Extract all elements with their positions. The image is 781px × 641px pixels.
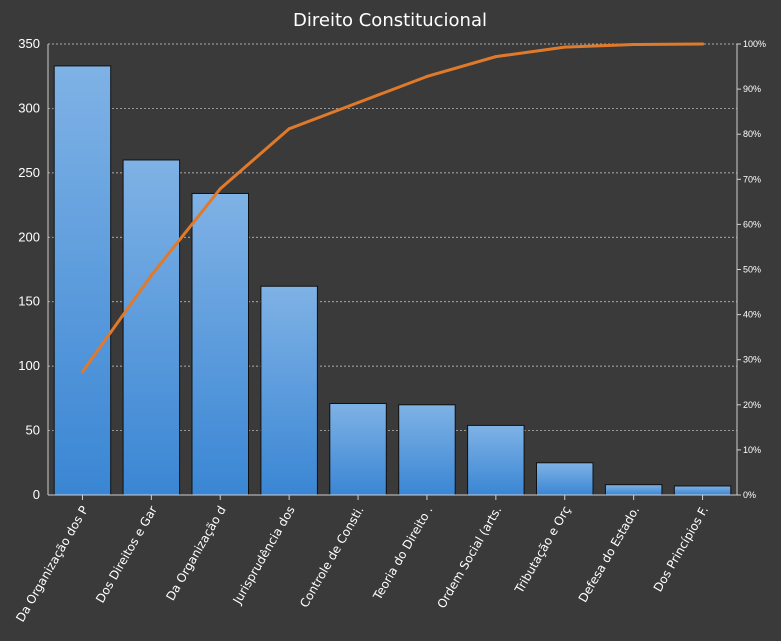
bar — [122, 159, 181, 496]
y2-tick-label: 70% — [743, 174, 761, 184]
cumulative-point — [494, 55, 498, 59]
x-tick-label: Teoria do Direito . — [370, 504, 436, 604]
y-tick-label: 200 — [18, 229, 40, 244]
cumulative-point — [563, 45, 567, 49]
bar — [260, 285, 318, 496]
x-tick-label: Dos Direitos e Gar — [93, 503, 160, 605]
x-tick-label: Controle de Consti. — [297, 504, 367, 610]
cumulative-line — [80, 42, 705, 374]
cumulative-point — [632, 42, 636, 46]
x-axis: Da Organização dos P Dos Direitos e Gar Da… — [13, 494, 737, 625]
y2-tick-label: 30% — [743, 355, 761, 365]
y2-tick-label: 40% — [743, 310, 761, 320]
y2-tick-label: 50% — [743, 265, 761, 275]
cumulative-point — [80, 370, 84, 374]
y2-tick-label: 0% — [743, 490, 756, 500]
bar — [191, 192, 249, 496]
bar — [604, 484, 663, 496]
bar — [398, 404, 456, 496]
y-tick-label: 350 — [18, 36, 40, 51]
cumulative-line-path — [80, 42, 705, 374]
x-tick-label: Da Organização d — [163, 504, 229, 604]
y-tick-label: 250 — [18, 165, 40, 180]
y2-tick-label: 20% — [743, 400, 761, 410]
y2-tick-label: 90% — [743, 84, 761, 94]
y-tick-label: 0 — [33, 487, 40, 502]
chart-title: Direito Constitucional — [293, 10, 487, 31]
bar — [536, 462, 594, 496]
bar — [329, 403, 387, 496]
y-tick-label: 300 — [18, 100, 40, 115]
cumulative-point — [425, 74, 429, 78]
y2-tick-label: 60% — [743, 219, 761, 229]
y-tick-label: 50 — [26, 423, 40, 438]
cumulative-point — [287, 127, 291, 131]
cumulative-point — [356, 101, 360, 105]
gridlines — [48, 43, 737, 431]
y-axis: 0 50 100 150 200 250 300 350 — [18, 36, 49, 502]
cumulative-point — [218, 187, 222, 191]
y2-tick-label: 100% — [743, 39, 766, 49]
x-tick-label: Ordem Social (arts. — [434, 503, 504, 610]
bars — [53, 65, 732, 496]
y2-tick-label: 80% — [743, 129, 761, 139]
x-tick-label: Dos Princípios F. — [651, 504, 711, 595]
y2-tick-label: 10% — [743, 445, 761, 455]
bar — [467, 424, 525, 496]
x-tick-label: Jurisprudência dos — [230, 504, 298, 608]
bar — [53, 65, 112, 496]
y-tick-label: 100 — [18, 358, 40, 373]
x-tick-label: Da Organização dos P — [13, 504, 91, 625]
x-tick-label: Tributação e Orç — [512, 504, 574, 597]
cumulative-point — [149, 273, 153, 277]
x-tick-label: Defesa do Estado. — [576, 504, 643, 605]
y2-axis: 0% 10% 20% 30% 40% 50% 60% 70% 80% 90% 100% — [736, 39, 766, 500]
cumulative-point — [701, 42, 705, 46]
y-tick-label: 150 — [18, 294, 40, 309]
bar — [673, 485, 732, 496]
